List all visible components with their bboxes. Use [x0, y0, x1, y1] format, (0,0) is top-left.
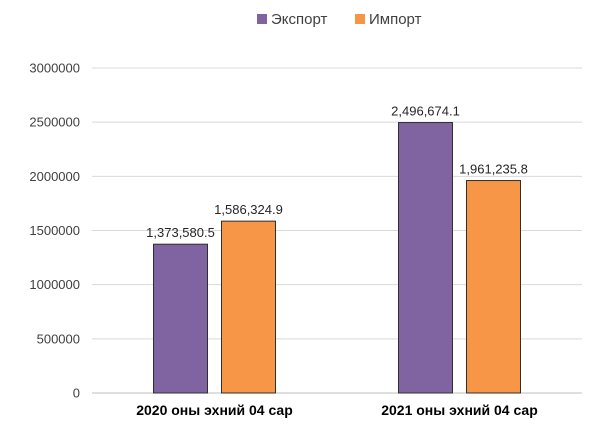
- legend-swatch: [355, 14, 365, 24]
- legend-label: Импорт: [369, 11, 422, 28]
- y-tick-label: 3000000: [29, 61, 80, 76]
- bar-import-1: [466, 180, 521, 394]
- y-tick-label: 2500000: [29, 115, 80, 130]
- y-tick-label: 0: [73, 386, 80, 401]
- data-label: 1,373,580.5: [146, 225, 215, 240]
- category-label: 2021 оны эхний 04 сар: [381, 402, 538, 418]
- y-tick-label: 1000000: [29, 277, 80, 292]
- bar-export-0: [153, 243, 208, 394]
- data-labels: 1,373,580.5 1,586,324.9 2,496,674.1 1,961,2…: [146, 104, 528, 241]
- data-label: 1,961,235.8: [459, 162, 528, 177]
- legend-swatch: [257, 14, 267, 24]
- bars: [153, 122, 521, 394]
- y-axis-ticks: 0 500000 1000000 1500000 2000000 2500000 30000…: [29, 61, 80, 401]
- y-tick-label: 500000: [37, 331, 80, 346]
- category-label: 2020 оны эхний 04 сар: [136, 402, 293, 418]
- y-tick-label: 2000000: [29, 169, 80, 184]
- bar-export-1: [398, 122, 453, 394]
- data-label: 2,496,674.1: [391, 104, 460, 119]
- legend-label: Экспорт: [271, 11, 327, 28]
- legend: Экспорт Импорт: [257, 11, 422, 28]
- y-tick-label: 1500000: [29, 223, 80, 238]
- category-labels: 2020 оны эхний 04 сар 2021 оны эхний 04 с…: [136, 402, 538, 418]
- bar-import-0: [221, 220, 276, 394]
- data-label: 1,586,324.9: [214, 202, 283, 217]
